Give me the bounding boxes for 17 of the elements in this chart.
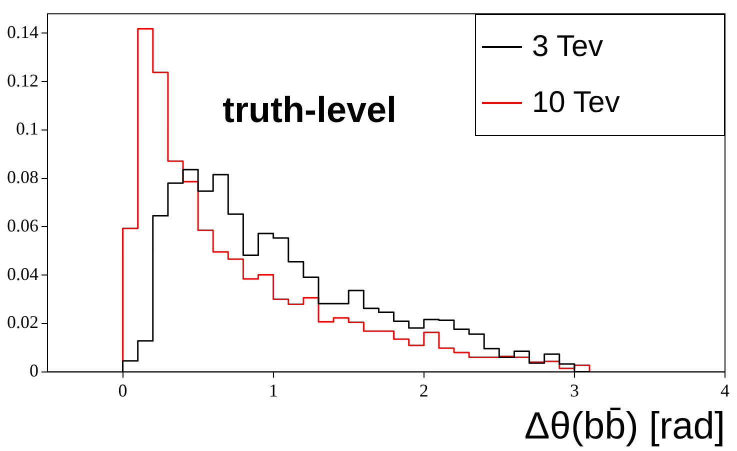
- x-tick-label: 2: [419, 380, 428, 400]
- y-tick-label: 0.12: [7, 70, 38, 90]
- x-tick-label: 3: [570, 380, 579, 400]
- legend-label: 10 Tev: [532, 86, 620, 120]
- annotation: truth-level: [222, 88, 397, 131]
- y-tick-label: 0.14: [7, 22, 38, 42]
- y-tick-label: 0.1: [16, 118, 38, 139]
- x-tick-label: 4: [720, 380, 730, 400]
- x-tick-label: 1: [268, 380, 278, 400]
- x-axis-title: Δθ(bb̄) [rad]: [524, 406, 725, 448]
- y-tick-label: 0.06: [7, 215, 38, 236]
- y-tick-label: 0.04: [7, 264, 38, 284]
- y-tick-label: 0.08: [7, 167, 38, 188]
- y-tick-label: 0.02: [7, 312, 38, 332]
- legend-label: 3 Tev: [532, 30, 604, 64]
- y-tick-label: 0: [30, 360, 38, 381]
- x-tick-label: 0: [118, 380, 128, 400]
